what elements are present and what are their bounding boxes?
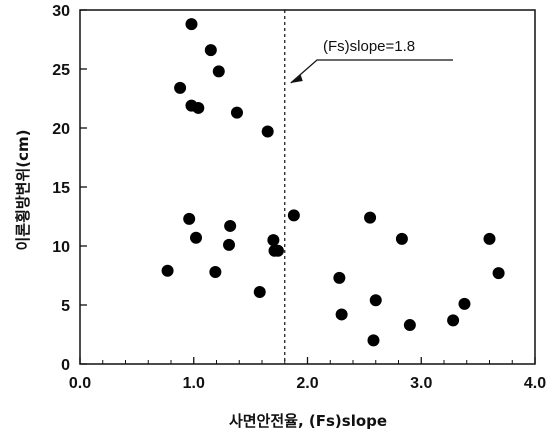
data-point: [185, 18, 198, 31]
data-point: [447, 314, 460, 327]
data-point: [395, 232, 408, 245]
data-point: [161, 264, 174, 277]
y-tick-label: 30: [52, 3, 70, 20]
y-tick-label: 5: [61, 298, 70, 315]
y-tick-label: 15: [52, 180, 70, 197]
x-tick-label: 2.0: [296, 375, 318, 392]
data-point: [192, 101, 205, 114]
data-point: [209, 265, 222, 278]
x-tick-label: 3.0: [410, 375, 432, 392]
data-point: [483, 232, 496, 245]
x-tick-label: 4.0: [524, 375, 546, 392]
reference-line-label: (Fs)slope=1.8: [323, 38, 415, 55]
data-point: [287, 209, 300, 222]
x-tick-label: 1.0: [183, 375, 205, 392]
data-point: [364, 211, 377, 224]
data-point: [458, 297, 471, 310]
data-point: [333, 271, 346, 284]
data-point: [253, 286, 266, 299]
annotation-arrowhead: [290, 75, 303, 83]
y-tick-label: 20: [52, 121, 70, 138]
data-point: [369, 294, 382, 307]
data-point: [174, 81, 187, 94]
y-axis-title: 이론횡방변위(cm): [14, 129, 32, 250]
data-point: [403, 319, 416, 332]
x-axis-title: 사면안전율, (Fs)slope: [229, 412, 387, 430]
data-point: [224, 219, 237, 232]
data-point: [204, 44, 217, 57]
data-point: [230, 106, 243, 119]
annotation-leader-line: [290, 59, 453, 84]
data-point: [267, 234, 280, 247]
data-point: [223, 238, 236, 251]
data-point: [271, 244, 284, 257]
y-tick-label: 10: [52, 239, 70, 256]
data-point: [190, 231, 203, 244]
data-point: [212, 65, 225, 78]
data-point: [492, 267, 505, 280]
x-tick-label: 0.0: [69, 375, 91, 392]
data-point: [367, 334, 380, 347]
y-tick-label: 0: [61, 357, 70, 374]
data-point: [261, 125, 274, 138]
y-tick-label: 25: [52, 62, 70, 79]
plot-frame: [79, 9, 536, 365]
data-point: [335, 308, 348, 321]
data-point: [183, 212, 196, 225]
